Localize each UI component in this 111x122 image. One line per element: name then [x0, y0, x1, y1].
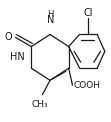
Text: HN: HN: [10, 52, 25, 62]
Text: CH₃: CH₃: [31, 100, 48, 109]
Text: O: O: [4, 32, 12, 42]
Text: COOH: COOH: [73, 81, 100, 90]
Text: Cl: Cl: [84, 8, 93, 18]
Text: N: N: [47, 15, 54, 25]
Text: H: H: [47, 10, 54, 19]
